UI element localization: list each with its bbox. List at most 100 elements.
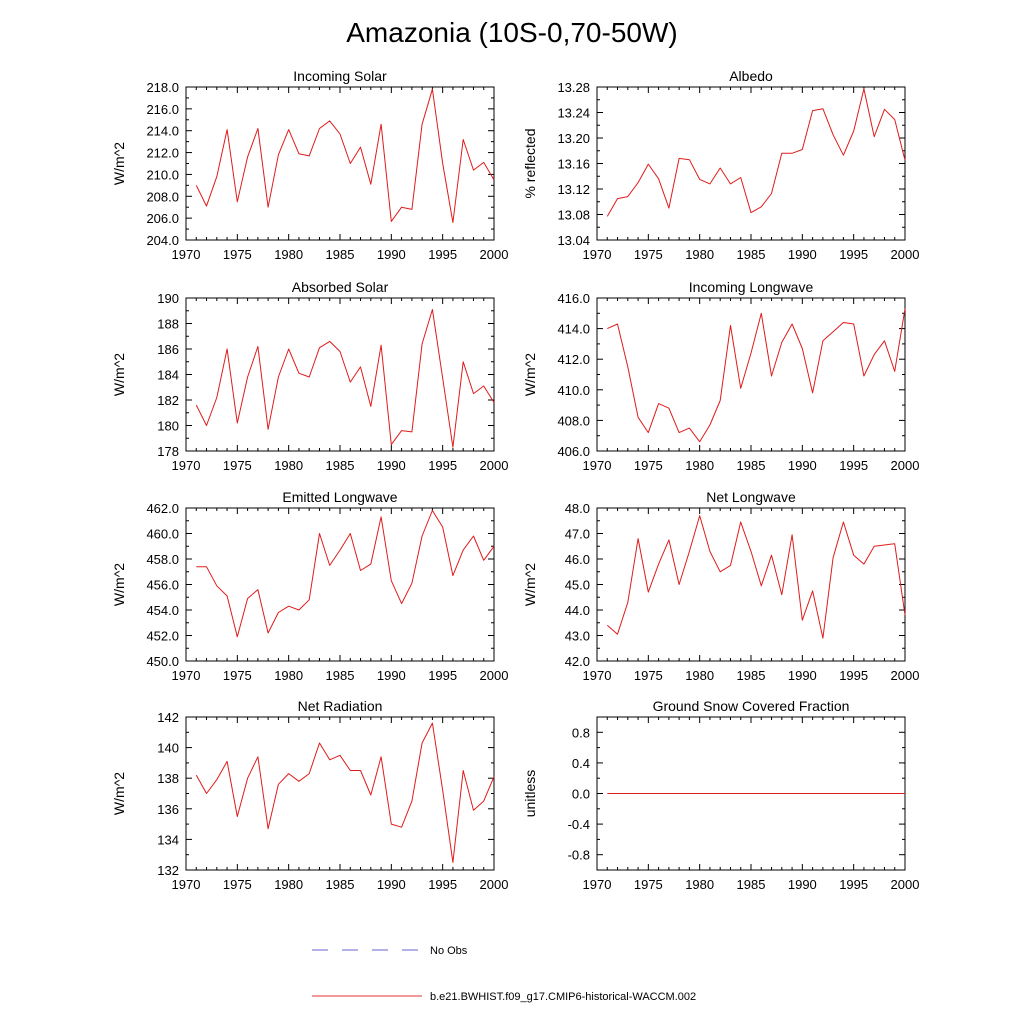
y-tick-label: 140: [157, 741, 179, 756]
y-axis-label: W/m^2: [522, 353, 538, 396]
x-tick-label: 1990: [377, 877, 406, 892]
panel-net-longwave: Net Longwave W/m^2 1970 1975 1980 1985 1990 199…: [522, 489, 919, 683]
y-tick-label: 45.0: [565, 578, 590, 593]
panel-incoming-solar: Incoming Solar W/m^2 1970 1975 1980 1985 1990 1…: [111, 68, 508, 262]
y-tick-label: 180: [157, 419, 179, 434]
panel-title: Emitted Longwave: [282, 489, 397, 505]
y-axis-label: W/m^2: [522, 563, 538, 606]
y-tick-label: 46.0: [565, 552, 590, 567]
y-tick-label: 138: [157, 771, 179, 786]
panel-title: Net Radiation: [298, 698, 383, 714]
panel-emitted-longwave: Emitted Longwave W/m^2 1970 1975 1980 1985 199…: [111, 489, 508, 683]
x-tick-label: 2000: [480, 247, 509, 262]
panel-title: Incoming Solar: [293, 68, 387, 84]
series-line: [196, 510, 495, 638]
y-tick-label: 190: [157, 291, 179, 306]
y-tick-label: 214.0: [146, 124, 179, 139]
y-axis-label: % reflected: [522, 128, 538, 198]
y-tick-label: 132: [157, 863, 179, 878]
x-tick-label: 1975: [634, 458, 663, 473]
x-tick-label: 1985: [326, 668, 355, 683]
y-tick-label: 408.0: [557, 413, 590, 428]
y-tick-label: 416.0: [557, 291, 590, 306]
plot-frame: [185, 507, 495, 662]
y-tick-label: 48.0: [565, 501, 590, 516]
x-tick-label: 1970: [583, 458, 612, 473]
x-tick-label: 1990: [788, 247, 817, 262]
series-line: [607, 308, 906, 443]
x-tick-label: 1995: [428, 247, 457, 262]
x-tick-label: 1975: [634, 668, 663, 683]
y-tick-label: 414.0: [557, 322, 590, 337]
panel-albedo: Albedo % reflected 1970 1975 1980 1985 1990 199…: [522, 68, 919, 262]
y-tick-label: 204.0: [146, 233, 179, 248]
y-tick-label: 450.0: [146, 654, 179, 669]
x-tick-label: 1985: [737, 247, 766, 262]
panel-title: Albedo: [729, 68, 773, 84]
x-tick-label: 1975: [223, 668, 252, 683]
y-tick-label: 42.0: [565, 654, 590, 669]
x-tick-label: 2000: [891, 668, 920, 683]
x-tick-label: 2000: [891, 247, 920, 262]
x-tick-label: 1980: [685, 668, 714, 683]
plot-frame: [596, 507, 906, 662]
y-tick-label: 0.8: [572, 725, 590, 740]
y-tick-label: 13.08: [557, 208, 590, 223]
y-tick-label: 13.04: [557, 233, 590, 248]
panel-ground-snow-covered-fraction: Ground Snow Covered Fraction unitless 1970…: [522, 698, 919, 892]
y-tick-label: 13.28: [557, 80, 590, 95]
y-axis-label: W/m^2: [111, 563, 127, 606]
x-tick-label: 1990: [377, 247, 406, 262]
y-tick-label: 0.0: [572, 787, 590, 802]
figure-title: Amazonia (10S-0,70-50W): [346, 17, 677, 48]
y-tick-label: 456.0: [146, 578, 179, 593]
y-tick-label: -0.8: [568, 848, 590, 863]
series-line: [195, 88, 495, 223]
x-tick-label: 1980: [274, 668, 303, 683]
x-tick-label: 1985: [326, 877, 355, 892]
series-line: [195, 722, 495, 863]
x-tick-label: 1980: [274, 458, 303, 473]
plot-frame: [596, 297, 906, 452]
y-axis-label: W/m^2: [111, 142, 127, 185]
y-tick-label: 13.12: [557, 182, 590, 197]
plot-frame: [185, 297, 495, 452]
panel-absorbed-solar: Absorbed Solar W/m^2 1970 1975 1980 1985 1990 1…: [111, 279, 508, 473]
x-tick-label: 2000: [480, 458, 509, 473]
y-tick-label: 410.0: [557, 383, 590, 398]
x-tick-label: 1990: [377, 668, 406, 683]
y-tick-label: 458.0: [146, 552, 179, 567]
panel-title: Absorbed Solar: [292, 279, 389, 295]
x-tick-label: 1970: [172, 877, 201, 892]
y-tick-label: 210.0: [146, 167, 179, 182]
x-tick-label: 1975: [634, 877, 663, 892]
y-tick-label: 412.0: [557, 352, 590, 367]
y-tick-label: 13.24: [557, 106, 590, 121]
y-axis-label: unitless: [522, 770, 538, 817]
x-tick-label: 1980: [685, 877, 714, 892]
x-tick-label: 1970: [583, 247, 612, 262]
y-tick-label: 208.0: [146, 189, 179, 204]
plot-frame: [185, 716, 495, 871]
y-tick-label: 13.20: [557, 131, 590, 146]
series-line: [195, 309, 495, 448]
x-tick-label: 1970: [583, 668, 612, 683]
y-tick-label: 47.0: [565, 527, 590, 542]
x-tick-label: 1995: [428, 668, 457, 683]
legend-label-model: b.e21.BWHIST.f09_g17.CMIP6-historical-WA…: [430, 991, 696, 1003]
x-tick-label: 1990: [788, 668, 817, 683]
x-tick-label: 1985: [737, 877, 766, 892]
x-tick-label: 2000: [891, 877, 920, 892]
y-tick-label: 186: [157, 342, 179, 357]
y-tick-label: 206.0: [146, 211, 179, 226]
x-tick-label: 1985: [326, 247, 355, 262]
x-tick-label: 1985: [737, 458, 766, 473]
panel-incoming-longwave: Incoming Longwave W/m^2 1970 1975 1980 1985 19…: [522, 279, 919, 473]
y-tick-label: 134: [157, 832, 179, 847]
y-tick-label: 454.0: [146, 603, 179, 618]
x-tick-label: 1975: [223, 458, 252, 473]
y-tick-label: 44.0: [565, 603, 590, 618]
y-axis-label: W/m^2: [111, 772, 127, 815]
x-tick-label: 1995: [839, 247, 868, 262]
